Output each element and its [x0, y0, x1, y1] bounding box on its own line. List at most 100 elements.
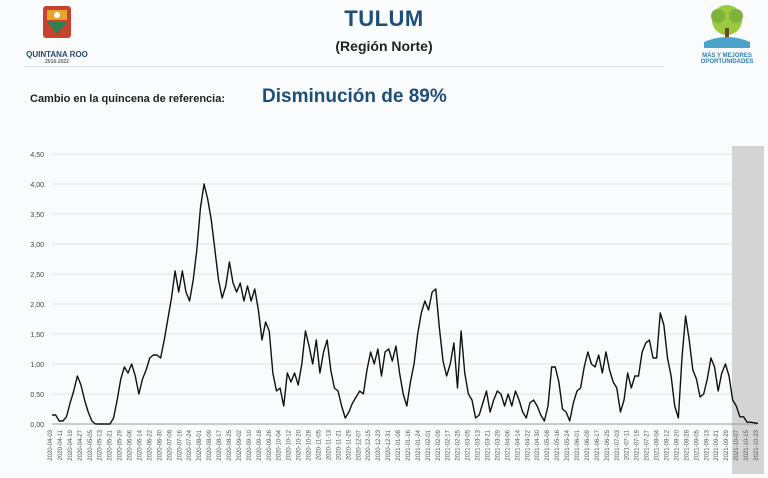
- y-tick-label: 3,00: [30, 242, 44, 249]
- x-tick-label: 2021-02-25: [456, 429, 462, 460]
- quintana-roo-logo: [24, 4, 90, 74]
- y-tick-label: 4,50: [30, 152, 44, 159]
- x-tick-label: 2021-02-17: [446, 429, 452, 460]
- left-logo-text: QUINTANA ROO: [26, 50, 88, 59]
- x-tick-label: 2020-07-24: [187, 429, 193, 460]
- x-tick-label: 2020-04-27: [78, 429, 84, 460]
- left-logo-years: 2016-2022: [45, 59, 69, 65]
- x-tick-label: 2021-04-22: [525, 429, 531, 460]
- x-tick-label: 2021-08-04: [655, 429, 661, 460]
- y-tick-label: 0,50: [30, 392, 44, 399]
- x-tick-label: 2020-08-17: [217, 429, 223, 460]
- x-tick-label: 2021-03-13: [476, 429, 482, 460]
- x-tick-label: 2020-07-16: [177, 429, 183, 460]
- shield-triangle: [47, 22, 67, 34]
- grid-layer: [52, 153, 758, 425]
- y-tick-label: 1,00: [30, 362, 44, 369]
- x-tick-label: 2021-04-06: [505, 429, 511, 460]
- x-tick-label: 2020-10-04: [277, 429, 283, 460]
- x-tick-label: 2021-10-15: [744, 429, 750, 460]
- x-tick-label: 2020-06-30: [157, 429, 163, 460]
- x-tick-label: 2021-01-24: [416, 429, 422, 460]
- x-tick-label: 2020-05-21: [108, 429, 114, 460]
- x-tick-label: 2020-12-31: [386, 429, 392, 460]
- x-tick-label: 2020-08-25: [227, 429, 233, 460]
- x-tick-label: 2021-10-07: [734, 429, 740, 460]
- x-tick-label: 2021-07-19: [635, 429, 641, 460]
- x-tick-label: 2020-05-05: [88, 429, 94, 460]
- header-divider: [24, 66, 664, 67]
- y-tick-label: 1,50: [30, 332, 44, 339]
- x-tick-label: 2021-06-09: [585, 429, 591, 460]
- y-tick-label: 3,50: [30, 212, 44, 219]
- x-tick-label: 2020-11-29: [346, 429, 352, 460]
- x-tick-label: 2020-11-05: [316, 429, 322, 460]
- x-tick-label: 2020-04-19: [68, 429, 74, 460]
- x-tick-label: 2021-02-09: [436, 429, 442, 460]
- x-tick-label: 2020-04-11: [58, 429, 64, 460]
- reference-value: Disminución de 89%: [262, 86, 447, 107]
- x-tick-label: 2020-11-13: [326, 429, 332, 460]
- x-tick-label: 2020-06-14: [137, 429, 143, 460]
- x-tick-label: 2020-10-12: [287, 429, 293, 460]
- water-wave-icon: [704, 37, 750, 48]
- x-tick-label: 2020-12-15: [366, 429, 372, 460]
- x-tick-label: 2020-05-13: [98, 429, 104, 460]
- x-tick-label: 2021-07-27: [645, 429, 651, 460]
- y-tick-label: 2,50: [30, 272, 44, 279]
- right-logo-text-2: OPORTUNIDADES: [700, 59, 754, 65]
- page-title: TULUM: [344, 6, 424, 31]
- x-tick-label: 2020-10-20: [297, 429, 303, 460]
- x-tick-label: 2021-10-23: [754, 429, 760, 460]
- y-tick-label: 0,00: [30, 422, 44, 429]
- y-tick-label: 2,00: [30, 302, 44, 309]
- x-tick-label: 2021-03-21: [486, 429, 492, 460]
- x-tick-label: 2020-04-03: [48, 429, 54, 460]
- tree-trunk-icon: [725, 28, 729, 40]
- y-tick-label: 4,00: [30, 182, 44, 189]
- mas-y-mejores-logo: MÁS Y MEJORES OPORTUNIDADES: [694, 2, 760, 74]
- x-tick-label: 2021-06-01: [575, 429, 581, 460]
- x-tick-label: 2020-05-29: [118, 429, 124, 460]
- x-tick-label: 2021-06-25: [605, 429, 611, 460]
- x-tick-label: 2020-10-28: [307, 429, 313, 460]
- x-tick-label: 2020-09-26: [267, 429, 273, 460]
- x-tick-label: 2021-04-14: [515, 429, 521, 460]
- x-tick-label: 2021-08-28: [684, 429, 690, 460]
- x-tick-label: 2021-03-29: [495, 429, 501, 460]
- x-tick-label: 2021-07-11: [625, 429, 631, 460]
- right-logo-text-1: MÁS Y MEJORES: [702, 53, 752, 59]
- highlight-layer: [732, 146, 764, 474]
- series-line: [52, 183, 759, 425]
- left-logo-caption: QUINTANA ROO 2016-2022: [24, 50, 90, 120]
- x-tick-label: 2021-07-03: [615, 429, 621, 460]
- reference-label: Cambio en la quincena de referencia:: [30, 93, 226, 105]
- page-subtitle: (Región Norte): [335, 38, 433, 54]
- x-tick-label: 2020-08-01: [197, 429, 203, 460]
- x-tick-label: 2020-06-22: [147, 429, 153, 460]
- x-tick-label: 2021-06-17: [595, 429, 601, 460]
- x-tick-label: 2021-09-13: [704, 429, 710, 460]
- x-tick-label: 2021-09-21: [714, 429, 720, 460]
- x-tick-label: 2020-11-21: [336, 429, 342, 460]
- x-tick-label: 2021-03-05: [466, 429, 472, 460]
- x-tick-label: 2020-09-10: [247, 429, 253, 460]
- x-tick-label: 2021-02-01: [426, 429, 432, 460]
- shield-sun: [54, 12, 60, 18]
- x-tick-label: 2021-09-29: [724, 429, 730, 460]
- highlighted-region: [732, 146, 764, 474]
- x-tick-label: 2021-04-30: [535, 429, 541, 460]
- x-tick-label: 2021-05-16: [555, 429, 561, 460]
- x-tick-labels: 2020-04-03 2020-04-11 2020-04-19 2020-04-27…: [48, 429, 760, 460]
- x-tick-label: 2020-12-23: [376, 429, 382, 460]
- x-tick-label: 2020-08-09: [207, 429, 213, 460]
- series-layer: [52, 183, 759, 425]
- x-tick-label: 2020-12-07: [356, 429, 362, 460]
- line-chart: 0,00 0,50 1,00 1,50 2,00 2,50 3,00 3,50 4,00 4,50…: [30, 146, 764, 474]
- tree-canopy-shade-right: [729, 9, 743, 23]
- y-tick-labels: 0,00 0,50 1,00 1,50 2,00 2,50 3,00 3,50 4,00 4,50: [30, 152, 44, 429]
- x-tick-label: 2021-05-08: [545, 429, 551, 460]
- x-tick-label: 2020-09-18: [257, 429, 263, 460]
- x-tick-label: 2021-09-05: [694, 429, 700, 460]
- x-tick-label: 2021-08-20: [674, 429, 680, 460]
